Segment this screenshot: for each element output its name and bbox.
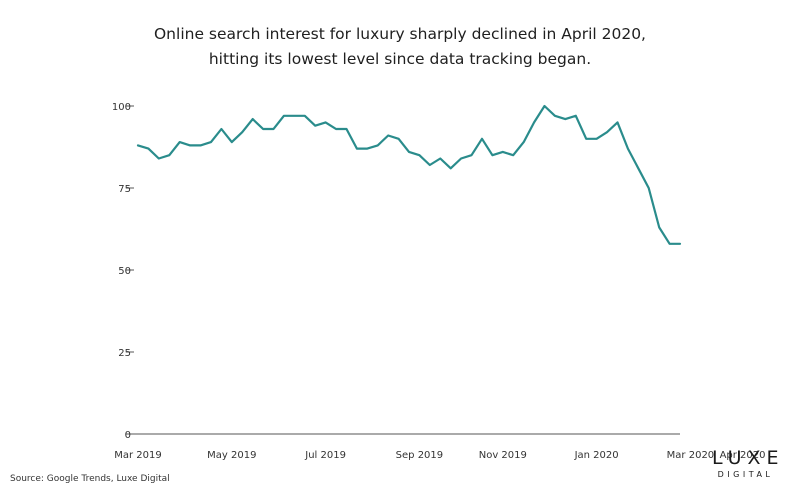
data-point <box>397 138 399 140</box>
x-tick-label: Mar 2019 <box>114 450 162 461</box>
data-point <box>147 147 149 149</box>
data-point <box>189 144 191 146</box>
data-point <box>595 138 597 140</box>
data-point <box>293 115 295 117</box>
data-point <box>220 128 222 130</box>
data-point <box>137 144 139 146</box>
logo-sub: DIGITAL <box>717 470 774 479</box>
data-point <box>439 157 441 159</box>
data-point <box>199 144 201 146</box>
data-point <box>554 115 556 117</box>
x-tick-label: Mar 2020 <box>667 450 715 461</box>
data-point <box>283 115 285 117</box>
data-point <box>648 187 650 189</box>
data-point <box>366 147 368 149</box>
x-axis: Mar 2019 May 2019 Jul 2019 Sep 2019 Nov 2019… <box>114 433 766 461</box>
data-point <box>324 121 326 123</box>
data-point <box>637 167 639 169</box>
chart-title-line-1: Online search interest for luxury sharpl… <box>153 25 646 43</box>
y-tick-label: 75 <box>118 184 131 195</box>
data-point <box>314 124 316 126</box>
data-point <box>429 164 431 166</box>
logo-main: LUXE <box>712 447 785 469</box>
data-point <box>231 141 233 143</box>
data-point <box>502 151 504 153</box>
source-note: Source: Google Trends, Luxe Digital <box>10 474 170 484</box>
data-point <box>470 154 472 156</box>
data-point <box>449 167 451 169</box>
plot-area <box>136 104 682 245</box>
x-tick-label: Jul 2019 <box>304 450 346 461</box>
y-tick-label: 100 <box>112 102 131 113</box>
data-point <box>335 128 337 130</box>
data-point <box>418 154 420 156</box>
y-tick-label: 0 <box>125 430 131 441</box>
chart-title-line-2: hitting its lowest level since data trac… <box>208 50 592 68</box>
data-point <box>356 147 358 149</box>
data-point <box>658 226 660 228</box>
x-tick-label: May 2019 <box>207 450 256 461</box>
x-tick-label: Sep 2019 <box>396 450 443 461</box>
data-point <box>178 141 180 143</box>
data-point <box>304 115 306 117</box>
data-point <box>533 121 535 123</box>
data-point <box>679 243 681 245</box>
data-point <box>522 141 524 143</box>
data-point <box>408 151 410 153</box>
data-point <box>210 141 212 143</box>
x-tick-label: Nov 2019 <box>479 450 527 461</box>
data-point <box>606 131 608 133</box>
x-tick-label: Apr 2020 <box>720 450 766 461</box>
y-axis: 0 25 50 75 100 <box>112 102 134 441</box>
data-point <box>575 115 577 117</box>
data-point <box>272 128 274 130</box>
data-point <box>512 154 514 156</box>
y-tick-label: 50 <box>118 266 131 277</box>
data-point <box>241 131 243 133</box>
data-point <box>387 134 389 136</box>
data-point <box>460 157 462 159</box>
data-point <box>627 147 629 149</box>
data-point <box>616 121 618 123</box>
y-tick-label: 25 <box>118 348 131 359</box>
data-point <box>168 154 170 156</box>
data-point <box>543 105 545 107</box>
data-point <box>158 157 160 159</box>
data-point <box>491 154 493 156</box>
data-point <box>564 118 566 120</box>
data-point <box>251 118 253 120</box>
data-point <box>345 128 347 130</box>
x-tick-label: Jan 2020 <box>574 450 619 461</box>
chart-title: Online search interest for luxury sharpl… <box>0 22 800 72</box>
series-line <box>136 104 682 245</box>
data-point <box>481 138 483 140</box>
data-point <box>377 144 379 146</box>
data-point <box>668 243 670 245</box>
luxe-digital-logo: LUXE DIGITAL <box>706 447 782 480</box>
data-point <box>262 128 264 130</box>
data-point <box>585 138 587 140</box>
